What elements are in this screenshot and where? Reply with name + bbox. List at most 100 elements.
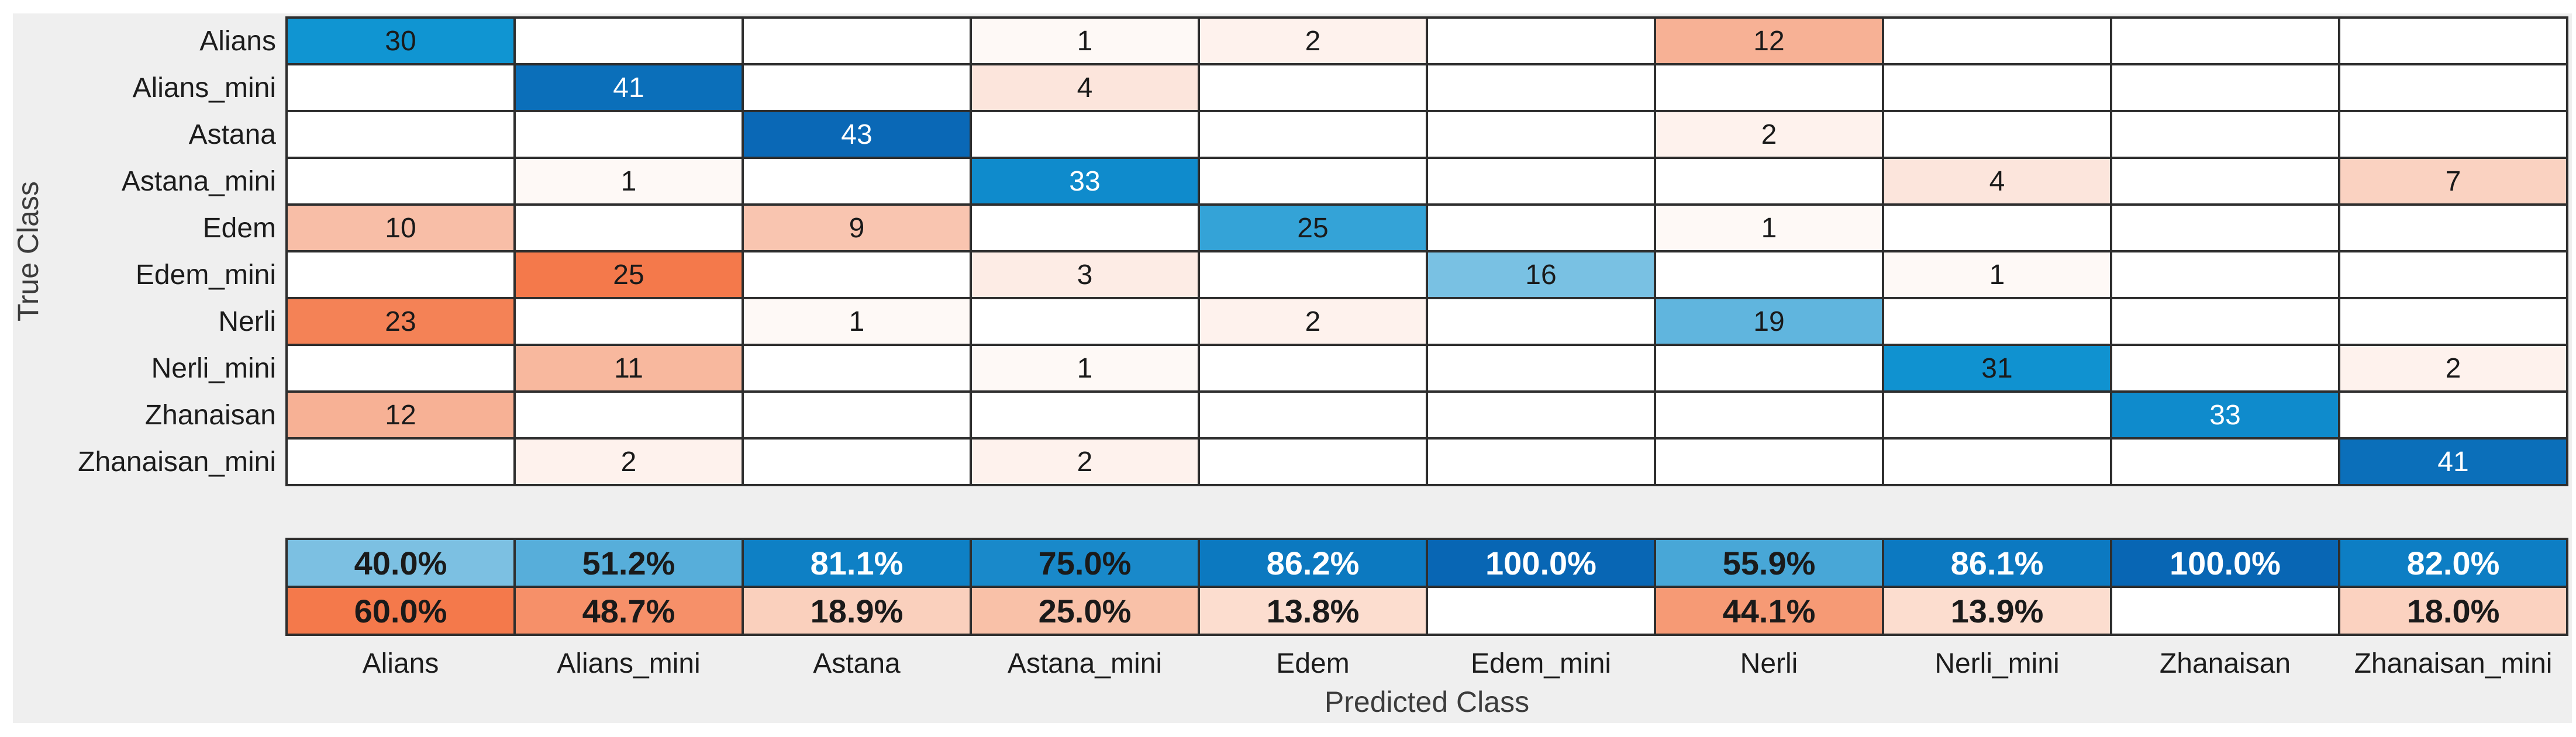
matrix-cell: [1199, 392, 1427, 438]
matrix-cell: [287, 111, 515, 158]
summary-correct-cell: 100.0%: [1427, 539, 1655, 587]
matrix-cell: 1: [1655, 205, 1883, 251]
matrix-cell: [971, 205, 1199, 251]
summary-correct-cell: 51.2%: [515, 539, 743, 587]
matrix-cell: [1427, 205, 1655, 251]
matrix-cell: [1427, 392, 1655, 438]
matrix-cell: [287, 64, 515, 111]
x-axis-label: Predicted Class: [1324, 686, 1530, 718]
matrix-cell: 1: [1883, 251, 2111, 298]
matrix-cell: [515, 111, 743, 158]
matrix-cell: [2111, 111, 2339, 158]
summary-incorrect-cell: 25.0%: [971, 587, 1199, 635]
matrix-cell: 43: [743, 111, 971, 158]
matrix-cell: [1655, 251, 1883, 298]
matrix-cell: 1: [971, 345, 1199, 392]
matrix-cell: [1427, 438, 1655, 485]
matrix-cell: [1199, 111, 1427, 158]
column-label: Alians: [362, 648, 439, 679]
row-label: Nerli: [218, 306, 276, 337]
matrix-cell: [743, 251, 971, 298]
matrix-cell: [1427, 158, 1655, 205]
matrix-cell: 11: [515, 345, 743, 392]
matrix-cell: 2: [1199, 298, 1427, 345]
matrix-cell: [1655, 392, 1883, 438]
row-label: Zhanaisan: [144, 399, 276, 431]
matrix-cell: [1427, 345, 1655, 392]
matrix-cell: 2: [1199, 18, 1427, 64]
matrix-cell: [2111, 205, 2339, 251]
summary-incorrect-cell: 48.7%: [515, 587, 743, 635]
matrix-cell: 25: [1199, 205, 1427, 251]
matrix-cell: [1883, 438, 2111, 485]
matrix-cell: 25: [515, 251, 743, 298]
summary-incorrect-cell: 13.9%: [1883, 587, 2111, 635]
summary-correct-cell: 55.9%: [1655, 539, 1883, 587]
matrix-cell: [743, 158, 971, 205]
matrix-cell: [2339, 64, 2567, 111]
matrix-cell: 2: [971, 438, 1199, 485]
matrix-cell: 33: [971, 158, 1199, 205]
matrix-cell: [287, 251, 515, 298]
matrix-cell: 41: [2339, 438, 2567, 485]
matrix-cell: 12: [287, 392, 515, 438]
matrix-cell: [2339, 251, 2567, 298]
column-label: Edem_mini: [1470, 648, 1612, 679]
matrix-cell: [515, 298, 743, 345]
column-summary-grid: 40.0% 51.2% 81.1% 75.0% 86.2% 100.0% 55.9% 86.1…: [285, 538, 2568, 636]
matrix-cell: [2339, 298, 2567, 345]
matrix-cell: 2: [515, 438, 743, 485]
matrix-cell: [287, 438, 515, 485]
row-label: Alians_mini: [132, 72, 276, 103]
summary-correct-cell: 86.1%: [1883, 539, 2111, 587]
matrix-cell: [1199, 438, 1427, 485]
summary-correct-cell: 100.0%: [2111, 539, 2339, 587]
matrix-cell: [515, 392, 743, 438]
row-label: Astana: [188, 119, 276, 150]
matrix-cell: [2111, 251, 2339, 298]
summary-correct-cell: 82.0%: [2339, 539, 2567, 587]
matrix-cell: [971, 111, 1199, 158]
matrix-cell: 7: [2339, 158, 2567, 205]
summary-incorrect-cell: 18.9%: [743, 587, 971, 635]
matrix-cell: [1199, 345, 1427, 392]
matrix-cell: 33: [2111, 392, 2339, 438]
matrix-cell: [2111, 345, 2339, 392]
matrix-cell: [515, 205, 743, 251]
row-label: Astana_mini: [121, 165, 276, 197]
matrix-cell: 16: [1427, 251, 1655, 298]
matrix-cell: [743, 345, 971, 392]
matrix-cell: [971, 298, 1199, 345]
matrix-cell: 2: [2339, 345, 2567, 392]
matrix-cell: [287, 158, 515, 205]
matrix-cell: 23: [287, 298, 515, 345]
column-label: Nerli_mini: [1934, 648, 2060, 679]
summary-incorrect-cell: 13.8%: [1199, 587, 1427, 635]
summary-correct-cell: 81.1%: [743, 539, 971, 587]
summary-correct-cell: 86.2%: [1199, 539, 1427, 587]
matrix-cell: [971, 392, 1199, 438]
matrix-cell: [743, 392, 971, 438]
matrix-cell: 2: [1655, 111, 1883, 158]
matrix-cell: [2111, 158, 2339, 205]
matrix-cell: 30: [287, 18, 515, 64]
row-label: Nerli_mini: [151, 352, 276, 384]
matrix-cell: [1655, 438, 1883, 485]
summary-correct-cell: 75.0%: [971, 539, 1199, 587]
matrix-cell: [743, 18, 971, 64]
matrix-cell: [2339, 392, 2567, 438]
column-label: Alians_mini: [557, 648, 701, 679]
matrix-cell: [1199, 251, 1427, 298]
matrix-cell: [1199, 64, 1427, 111]
matrix-cell: [2339, 111, 2567, 158]
matrix-cell: [743, 438, 971, 485]
matrix-cell: 1: [743, 298, 971, 345]
summary-incorrect-cell: 18.0%: [2339, 587, 2567, 635]
matrix-cell: [1883, 64, 2111, 111]
column-label: Edem: [1276, 648, 1350, 679]
matrix-cell: 31: [1883, 345, 2111, 392]
matrix-cell: 4: [1883, 158, 2111, 205]
matrix-cell: [1883, 18, 2111, 64]
matrix-cell: 1: [515, 158, 743, 205]
column-label: Nerli: [1740, 648, 1798, 679]
